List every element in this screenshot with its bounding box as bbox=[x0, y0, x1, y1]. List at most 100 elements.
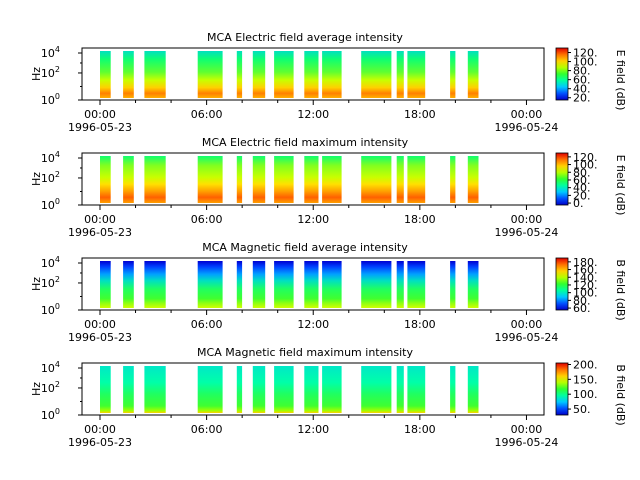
data-segment bbox=[450, 261, 456, 308]
x-date-left: 1996-05-23 bbox=[68, 226, 132, 239]
data-segment bbox=[100, 261, 111, 308]
data-segment bbox=[252, 156, 266, 203]
y-tick-label: 104 bbox=[41, 150, 60, 165]
colorbar-tick-label: 100. bbox=[573, 56, 598, 69]
data-segment bbox=[361, 51, 392, 98]
x-tick-label: 12:00 bbox=[297, 213, 329, 226]
x-date-right: 1996-05-24 bbox=[494, 436, 558, 449]
data-segment bbox=[322, 156, 342, 203]
y-axis-label: Hz bbox=[30, 382, 43, 396]
y-tick-label: 104 bbox=[41, 255, 60, 270]
data-segment bbox=[304, 261, 319, 308]
colorbar bbox=[555, 257, 569, 311]
data-segment bbox=[274, 51, 294, 98]
x-tick-label: 06:00 bbox=[191, 318, 223, 331]
data-segment bbox=[123, 156, 134, 203]
colorbar bbox=[555, 47, 569, 101]
colorbar bbox=[555, 152, 569, 206]
colorbar-tick-label: 100. bbox=[573, 388, 598, 401]
data-segment bbox=[467, 156, 479, 203]
x-tick-label: 00:00 bbox=[84, 213, 116, 226]
data-segment bbox=[197, 366, 223, 413]
colorbar-tick-label: 120. bbox=[573, 47, 598, 60]
colorbar-tick-label: 40. bbox=[573, 83, 591, 96]
data-segment bbox=[123, 366, 134, 413]
x-tick-label: 18:00 bbox=[404, 213, 436, 226]
x-tick-label: 00:00 bbox=[511, 318, 543, 331]
data-segment bbox=[361, 261, 392, 308]
data-segment bbox=[100, 51, 111, 98]
y-axis-label: Hz bbox=[30, 67, 43, 81]
panel-1: MCA Electric field average intensityHz10… bbox=[30, 31, 627, 134]
data-segment bbox=[467, 261, 479, 308]
colorbar-label: E field (dB) bbox=[614, 50, 627, 111]
y-axis-label: Hz bbox=[30, 172, 43, 186]
data-segment bbox=[252, 261, 266, 308]
panel-title: MCA Magnetic field average intensity bbox=[202, 241, 408, 254]
panel-title: MCA Magnetic field maximum intensity bbox=[197, 346, 413, 359]
colorbar-tick-label: 80. bbox=[573, 166, 591, 179]
data-segment bbox=[450, 156, 456, 203]
data-segment bbox=[304, 366, 319, 413]
colorbar-label: E field (dB) bbox=[614, 155, 627, 216]
y-tick-label: 102 bbox=[41, 380, 60, 395]
x-tick-label: 00:00 bbox=[84, 318, 116, 331]
colorbar-tick-label: 60. bbox=[573, 302, 591, 315]
y-tick-label: 102 bbox=[41, 65, 60, 80]
colorbar-tick-label: 150. bbox=[573, 373, 598, 386]
x-tick-label: 18:00 bbox=[404, 318, 436, 331]
colorbar-tick-label: 20. bbox=[573, 92, 591, 105]
panel-2: MCA Electric field maximum intensity Hz 10… bbox=[30, 136, 627, 239]
data-segment bbox=[396, 156, 404, 203]
colorbar-tick-label: 200. bbox=[573, 358, 598, 371]
data-segment bbox=[236, 156, 243, 203]
data-segment bbox=[236, 51, 243, 98]
colorbar-tick-label: 140. bbox=[573, 271, 598, 284]
data-segment bbox=[396, 51, 404, 98]
data-segment bbox=[144, 156, 166, 203]
data-segment bbox=[361, 156, 392, 203]
data-segment bbox=[197, 51, 223, 98]
data-segment bbox=[407, 261, 426, 308]
data-segment bbox=[322, 261, 342, 308]
data-segment bbox=[467, 366, 479, 413]
data-segment bbox=[274, 156, 294, 203]
colorbar-tick-label: 120. bbox=[573, 279, 598, 292]
data-segment bbox=[396, 366, 404, 413]
data-segment bbox=[322, 366, 342, 413]
panel-4: MCA Magnetic field maximum intensityHz10… bbox=[30, 346, 627, 449]
x-tick-label: 06:00 bbox=[191, 423, 223, 436]
colorbar-tick-label: 60. bbox=[573, 74, 591, 87]
colorbar-tick-label: 0. bbox=[573, 197, 584, 210]
data-segment bbox=[407, 366, 426, 413]
data-segment bbox=[396, 261, 404, 308]
panel-title: MCA Electric field maximum intensity bbox=[202, 136, 409, 149]
x-date-left: 1996-05-23 bbox=[68, 436, 132, 449]
data-segment bbox=[123, 261, 134, 308]
colorbar-tick-label: 80. bbox=[573, 294, 591, 307]
data-segment bbox=[144, 261, 166, 308]
data-segment bbox=[450, 366, 456, 413]
y-tick-label: 104 bbox=[41, 45, 60, 60]
data-segment bbox=[274, 261, 294, 308]
colorbar-tick-label: 120. bbox=[573, 151, 598, 164]
colorbar-tick-label: 100. bbox=[573, 159, 598, 172]
colorbar-tick-label: 180. bbox=[573, 256, 598, 269]
x-date-right: 1996-05-24 bbox=[494, 121, 558, 134]
data-segment bbox=[236, 261, 243, 308]
x-tick-label: 00:00 bbox=[511, 213, 543, 226]
x-tick-label: 00:00 bbox=[84, 423, 116, 436]
colorbar-label: B field (dB) bbox=[614, 259, 627, 320]
x-date-left: 1996-05-23 bbox=[68, 121, 132, 134]
x-date-left: 1996-05-23 bbox=[68, 331, 132, 344]
x-tick-label: 06:00 bbox=[191, 108, 223, 121]
data-segment bbox=[236, 366, 243, 413]
data-segment bbox=[467, 51, 479, 98]
y-tick-label: 100 bbox=[41, 197, 60, 212]
colorbar-tick-label: 20. bbox=[573, 189, 591, 202]
data-segment bbox=[252, 51, 266, 98]
y-tick-label: 100 bbox=[41, 92, 60, 107]
panel-title: MCA Electric field average intensity bbox=[207, 31, 403, 44]
data-segment bbox=[322, 51, 342, 98]
